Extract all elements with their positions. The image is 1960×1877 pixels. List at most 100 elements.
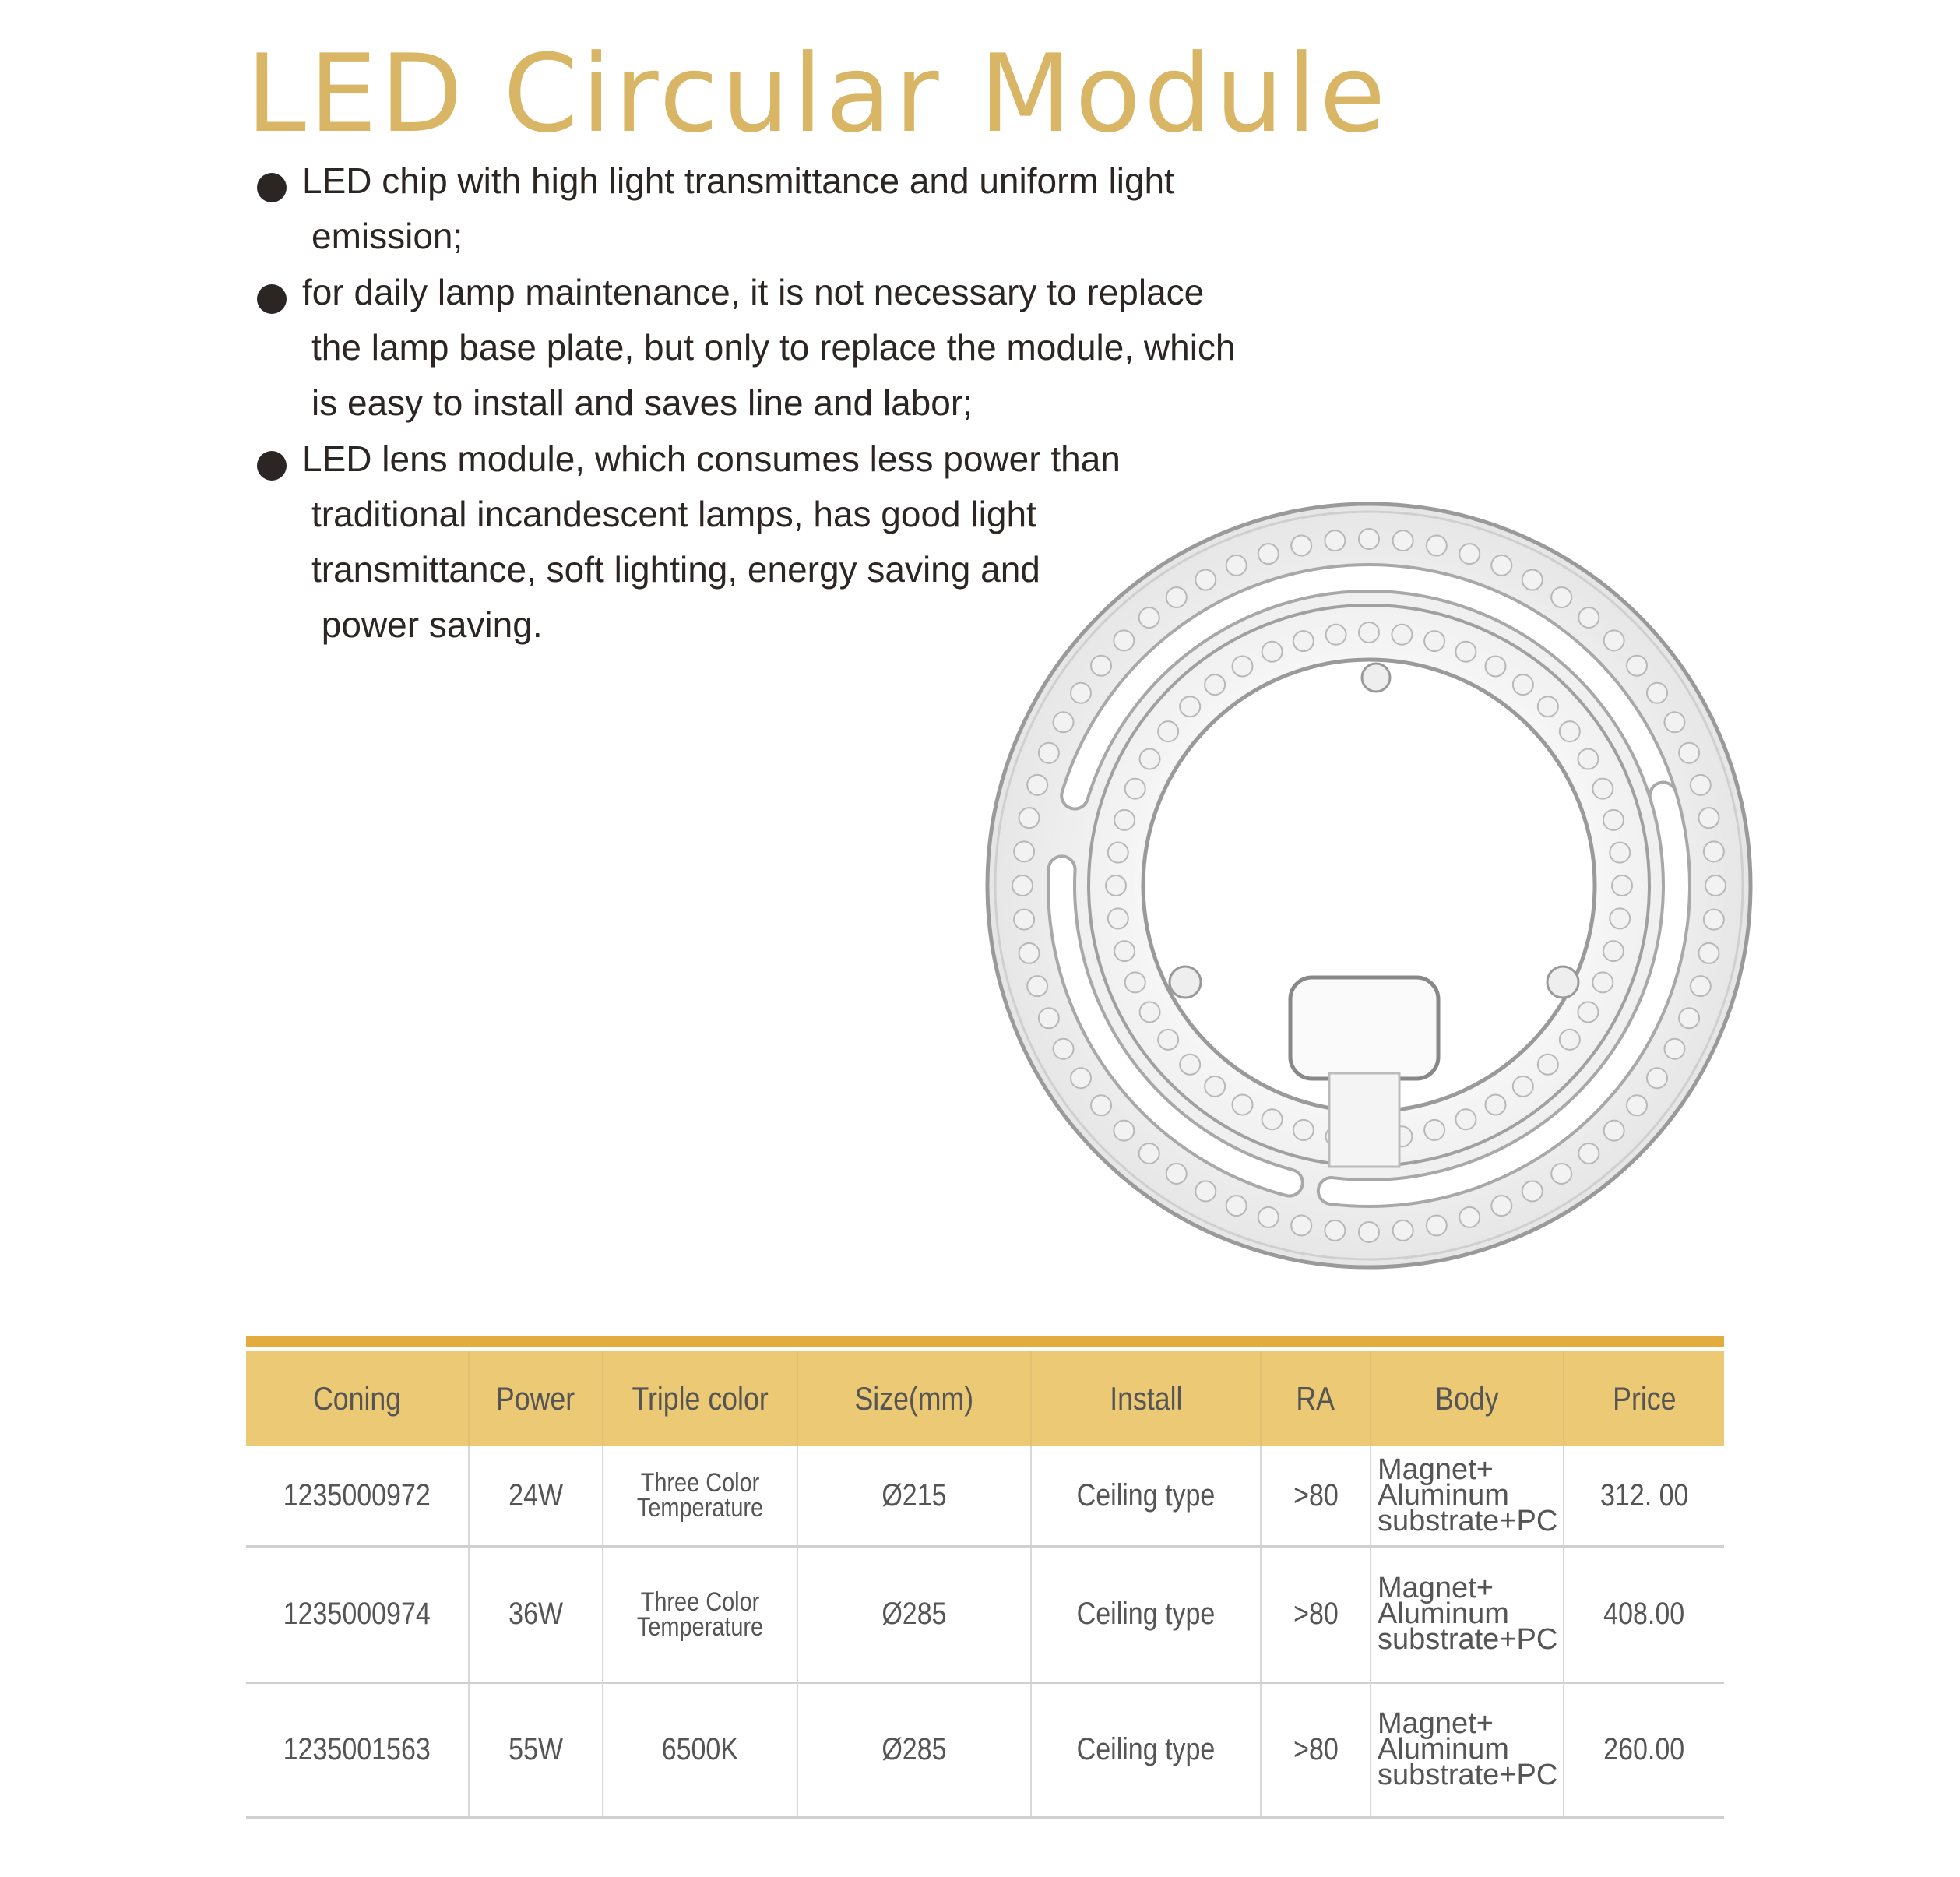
led-lens	[1225, 554, 1247, 576]
led-lens	[1646, 1067, 1669, 1090]
led-lens	[1521, 569, 1543, 591]
led-lens	[1231, 655, 1254, 678]
led-lens	[1069, 1067, 1092, 1090]
led-lens	[1455, 1108, 1477, 1131]
page-title: LED Circular Module	[246, 31, 1389, 157]
table-row: 1235000972 24W Three Color Temperature Ø2…	[246, 1446, 1724, 1548]
cell-ra: >80	[1260, 1682, 1371, 1819]
table-header-row: Coning Power Triple color Size(mm) Insta…	[246, 1351, 1724, 1446]
led-lens	[1625, 654, 1648, 677]
header-ra: RA	[1260, 1351, 1371, 1446]
feature-line: is easy to install and saves line and la…	[311, 382, 973, 423]
led-lens	[1013, 908, 1036, 931]
mounting-slot	[1047, 854, 1304, 1198]
led-lens	[1257, 543, 1279, 565]
led-lens	[1698, 807, 1720, 829]
cell-size: Ø215	[797, 1446, 1031, 1548]
cell-power: 36W	[468, 1546, 603, 1684]
feature-line: for daily lamp maintenance, it is not ne…	[302, 272, 1205, 312]
bullet-icon	[257, 173, 287, 202]
bullet-icon	[257, 451, 287, 481]
led-lens	[1578, 1142, 1600, 1164]
header-price: Price	[1563, 1351, 1724, 1446]
feature-line: emission;	[311, 216, 463, 256]
led-lens	[1603, 1119, 1625, 1142]
led-lens	[1157, 720, 1180, 743]
led-lens	[1138, 607, 1160, 629]
led-lens	[1490, 1195, 1513, 1217]
led-lens	[1689, 773, 1712, 796]
led-lens	[1037, 741, 1060, 764]
cell-price: 408.00	[1563, 1546, 1724, 1684]
led-lens	[1090, 654, 1113, 677]
led-lens	[1225, 1195, 1247, 1217]
led-lens	[1423, 1118, 1446, 1141]
led-lens	[1204, 1075, 1226, 1097]
table-accent-bar	[246, 1336, 1724, 1347]
led-lens	[1425, 534, 1448, 557]
led-lens	[1165, 586, 1188, 608]
led-lens	[1358, 622, 1380, 643]
led-lens	[1663, 1037, 1686, 1060]
led-lens	[1013, 840, 1036, 863]
led-lens	[1578, 607, 1600, 629]
led-lens	[1550, 1163, 1573, 1185]
led-lens	[1702, 908, 1725, 931]
led-lens	[1603, 629, 1625, 652]
cell-ra: >80	[1260, 1446, 1371, 1548]
feature-line: transmittance, soft lighting, energy sav…	[311, 549, 1040, 590]
cell-install: Ceiling type	[1030, 1546, 1261, 1684]
led-lens	[1592, 971, 1614, 994]
led-lens	[1455, 640, 1477, 663]
feature-line: LED lens module, which consumes less pow…	[302, 438, 1121, 479]
led-lens	[1391, 623, 1413, 646]
led-lens	[1484, 1093, 1507, 1116]
header-size: Size(mm)	[797, 1351, 1031, 1446]
led-lens	[1536, 696, 1559, 718]
led-lens	[1052, 1037, 1075, 1060]
cell-power: 24W	[468, 1446, 603, 1548]
cell-body: Magnet+ Aluminum substrate+PC	[1370, 1446, 1564, 1548]
led-lens	[1484, 655, 1507, 678]
header-body: Body	[1370, 1351, 1564, 1446]
led-lens	[1550, 586, 1573, 608]
led-lens	[1114, 940, 1136, 963]
cell-coning: 1235000974	[246, 1546, 469, 1684]
cell-triple-color: Three Color Temperature	[602, 1446, 797, 1548]
spec-table: Coning Power Triple color Size(mm) Insta…	[246, 1351, 1724, 1819]
cell-install: Ceiling type	[1030, 1446, 1261, 1548]
feature-line: the lamp base plate, but only to replace…	[311, 327, 1236, 368]
cell-size: Ø285	[797, 1682, 1031, 1819]
cell-body: Magnet+ Aluminum substrate+PC	[1370, 1682, 1564, 1819]
led-lens	[1678, 741, 1701, 764]
led-lens	[1113, 1119, 1135, 1142]
cell-body: Magnet+ Aluminum substrate+PC	[1370, 1546, 1564, 1684]
led-lens	[1602, 808, 1624, 831]
led-lens	[1179, 696, 1202, 718]
led-lens	[1577, 748, 1599, 770]
led-lens	[1358, 1221, 1380, 1243]
led-lens	[1138, 748, 1161, 770]
led-lens	[1113, 629, 1135, 652]
led-lens	[1325, 623, 1347, 646]
led-lens	[1646, 681, 1669, 704]
led-lens	[1138, 1142, 1160, 1164]
led-lens	[1124, 777, 1146, 800]
led-lens	[1609, 907, 1631, 930]
led-lens	[1358, 528, 1380, 550]
led-lens	[1124, 971, 1146, 994]
led-lens	[1107, 907, 1129, 930]
led-lens	[1195, 569, 1217, 591]
led-lens	[1521, 1180, 1543, 1203]
led-lens	[1689, 975, 1712, 998]
led-lens	[1165, 1163, 1188, 1185]
led-lens	[1292, 630, 1314, 653]
header-power: Power	[468, 1351, 603, 1446]
led-lens	[1609, 841, 1631, 864]
led-lens	[1090, 1094, 1113, 1117]
led-lens	[1663, 711, 1686, 734]
feature-line: traditional incandescent lamps, has good…	[311, 494, 1036, 534]
led-lens	[1157, 1028, 1180, 1051]
led-lens	[1625, 1094, 1648, 1117]
feature-line: power saving.	[311, 604, 543, 645]
